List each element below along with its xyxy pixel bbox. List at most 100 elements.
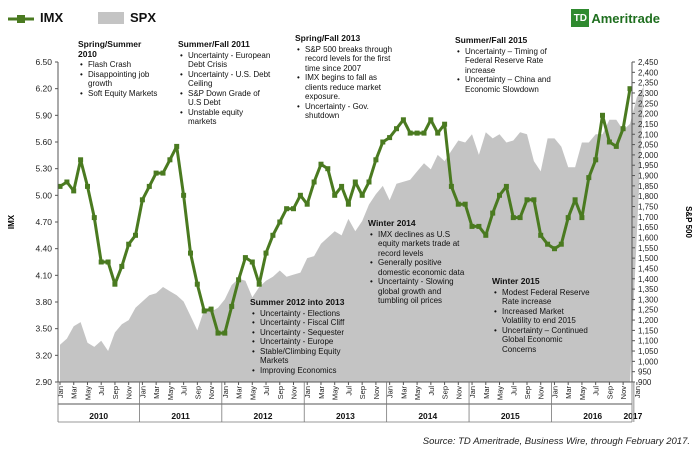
imx-point bbox=[126, 241, 132, 247]
right-tick-label: 1,550 bbox=[638, 244, 659, 253]
imx-point bbox=[91, 215, 97, 221]
left-tick-label: 6.50 bbox=[35, 57, 52, 67]
right-tick-label: 1,350 bbox=[638, 285, 659, 294]
imx-point bbox=[153, 170, 159, 176]
x-tick-label: May bbox=[166, 386, 175, 400]
x-tick-label: Sep bbox=[605, 386, 614, 399]
annotation-spring-summer-2010: Spring/Summer 2010 Flash Crash Disappoin… bbox=[78, 39, 158, 98]
x-tick-label: Jul bbox=[427, 386, 436, 396]
td-ameritrade-logo: TD Ameritrade bbox=[571, 9, 660, 27]
imx-point bbox=[78, 157, 84, 163]
x-tick-label: Sep bbox=[193, 386, 202, 399]
x-tick-label: Jan bbox=[633, 386, 642, 398]
annotation-title: Summer/Fall 2015 bbox=[455, 35, 528, 45]
imx-point bbox=[400, 117, 406, 123]
year-label: 2017 bbox=[623, 411, 642, 421]
right-tick-label: 1,000 bbox=[638, 357, 659, 366]
source-note: Source: TD Ameritrade, Business Wire, th… bbox=[422, 436, 690, 447]
imx-point bbox=[345, 201, 351, 207]
year-label: 2010 bbox=[89, 411, 108, 421]
imx-point bbox=[476, 223, 482, 229]
x-tick-label: Mar bbox=[399, 386, 408, 399]
x-tick-label: Jan bbox=[56, 386, 65, 398]
left-tick-label: 4.70 bbox=[35, 217, 52, 227]
right-tick-label: 1,850 bbox=[638, 182, 659, 191]
imx-point bbox=[497, 192, 502, 198]
right-tick-label: 1,650 bbox=[638, 223, 659, 232]
right-tick-label: 1,250 bbox=[638, 306, 659, 315]
imx-point bbox=[613, 143, 619, 149]
annotation-title: Spring/Summer 2010 bbox=[78, 39, 142, 59]
left-tick-label: 5.30 bbox=[35, 164, 52, 174]
imx-point bbox=[339, 183, 345, 189]
spx-series bbox=[60, 86, 644, 383]
annotation-title: Summer 2012 into 2013 bbox=[250, 297, 345, 307]
legend-spx-label: SPX bbox=[130, 10, 157, 25]
imx-point bbox=[627, 86, 633, 92]
legend-imx-swatch bbox=[8, 12, 34, 24]
imx-point bbox=[373, 157, 379, 163]
imx-point bbox=[146, 183, 152, 189]
imx-point bbox=[421, 130, 427, 136]
annotation-title: Summer/Fall 2011 bbox=[178, 39, 250, 49]
imx-point bbox=[455, 201, 461, 207]
annotation-title: Winter 2015 bbox=[492, 276, 540, 286]
imx-point bbox=[311, 179, 317, 185]
right-tick-label: 950 bbox=[638, 368, 652, 377]
imx-point bbox=[332, 192, 338, 198]
right-tick-label: 2,250 bbox=[638, 99, 659, 108]
brand-name: Ameritrade bbox=[591, 10, 660, 26]
imx-point bbox=[304, 201, 310, 207]
right-axis-title: S&P 500 bbox=[684, 206, 693, 238]
imx-point bbox=[194, 281, 200, 287]
annotation-item: Uncertainty - European Debt Crisis bbox=[180, 51, 272, 70]
right-tick-label: 2,000 bbox=[638, 151, 659, 160]
imx-point bbox=[414, 130, 420, 136]
imx-point bbox=[620, 126, 626, 132]
left-tick-label: 5.00 bbox=[35, 190, 52, 200]
year-label: 2011 bbox=[171, 411, 190, 421]
imx-point bbox=[545, 241, 551, 247]
x-tick-label: Jul bbox=[180, 386, 189, 396]
x-tick-label: May bbox=[84, 386, 93, 400]
imx-point bbox=[483, 232, 489, 238]
annotation-item: IMX declines as U.S equity markets trade… bbox=[370, 230, 472, 259]
annotation-item: Improving Economics bbox=[252, 366, 360, 376]
imx-point bbox=[85, 183, 90, 189]
x-tick-label: Nov bbox=[290, 386, 299, 400]
legend-spx: SPX bbox=[98, 10, 156, 25]
annotation-summer-2012-into-2013: Summer 2012 into 2013 Uncertainty - Elec… bbox=[250, 297, 360, 376]
imx-point bbox=[469, 223, 475, 229]
right-tick-label: 1,800 bbox=[638, 192, 659, 201]
annotation-item: IMX begins to fall as clients reduce mar… bbox=[297, 73, 399, 102]
imx-point bbox=[64, 179, 70, 185]
annotation-item: Uncertainty - U.S. Debt Ceiling bbox=[180, 70, 272, 89]
imx-point bbox=[600, 112, 605, 118]
imx-point bbox=[325, 166, 331, 172]
left-tick-label: 3.80 bbox=[35, 297, 52, 307]
right-tick-label: 1,100 bbox=[638, 337, 659, 346]
right-tick-label: 2,100 bbox=[638, 130, 659, 139]
legend-imx-label: IMX bbox=[40, 10, 64, 25]
imx-point bbox=[167, 157, 173, 163]
annotation-item: Uncertainty – China and Economic Slowdow… bbox=[457, 75, 559, 94]
imx-point bbox=[256, 281, 262, 287]
left-tick-label: 5.90 bbox=[35, 110, 52, 120]
imx-point bbox=[222, 330, 228, 336]
x-tick-label: Nov bbox=[537, 386, 546, 400]
x-tick-label: Nov bbox=[125, 386, 134, 400]
imx-point bbox=[366, 179, 372, 185]
year-label: 2012 bbox=[254, 411, 273, 421]
annotation-summer-fall-2015: Summer/Fall 2015 Uncertainty – Timing of… bbox=[455, 35, 559, 94]
right-tick-label: 1,200 bbox=[638, 316, 659, 325]
right-tick-label: 1,400 bbox=[638, 275, 659, 284]
imx-point bbox=[270, 232, 276, 238]
imx-point bbox=[263, 250, 269, 256]
annotation-item: S&P Down Grade of U.S Debt bbox=[180, 89, 272, 108]
imx-point bbox=[462, 201, 468, 207]
x-tick-label: May bbox=[496, 386, 505, 400]
right-tick-label: 1,050 bbox=[638, 347, 659, 356]
imx-point bbox=[277, 219, 283, 225]
left-axis-title: IMX bbox=[7, 214, 16, 229]
imx-point bbox=[579, 215, 585, 221]
